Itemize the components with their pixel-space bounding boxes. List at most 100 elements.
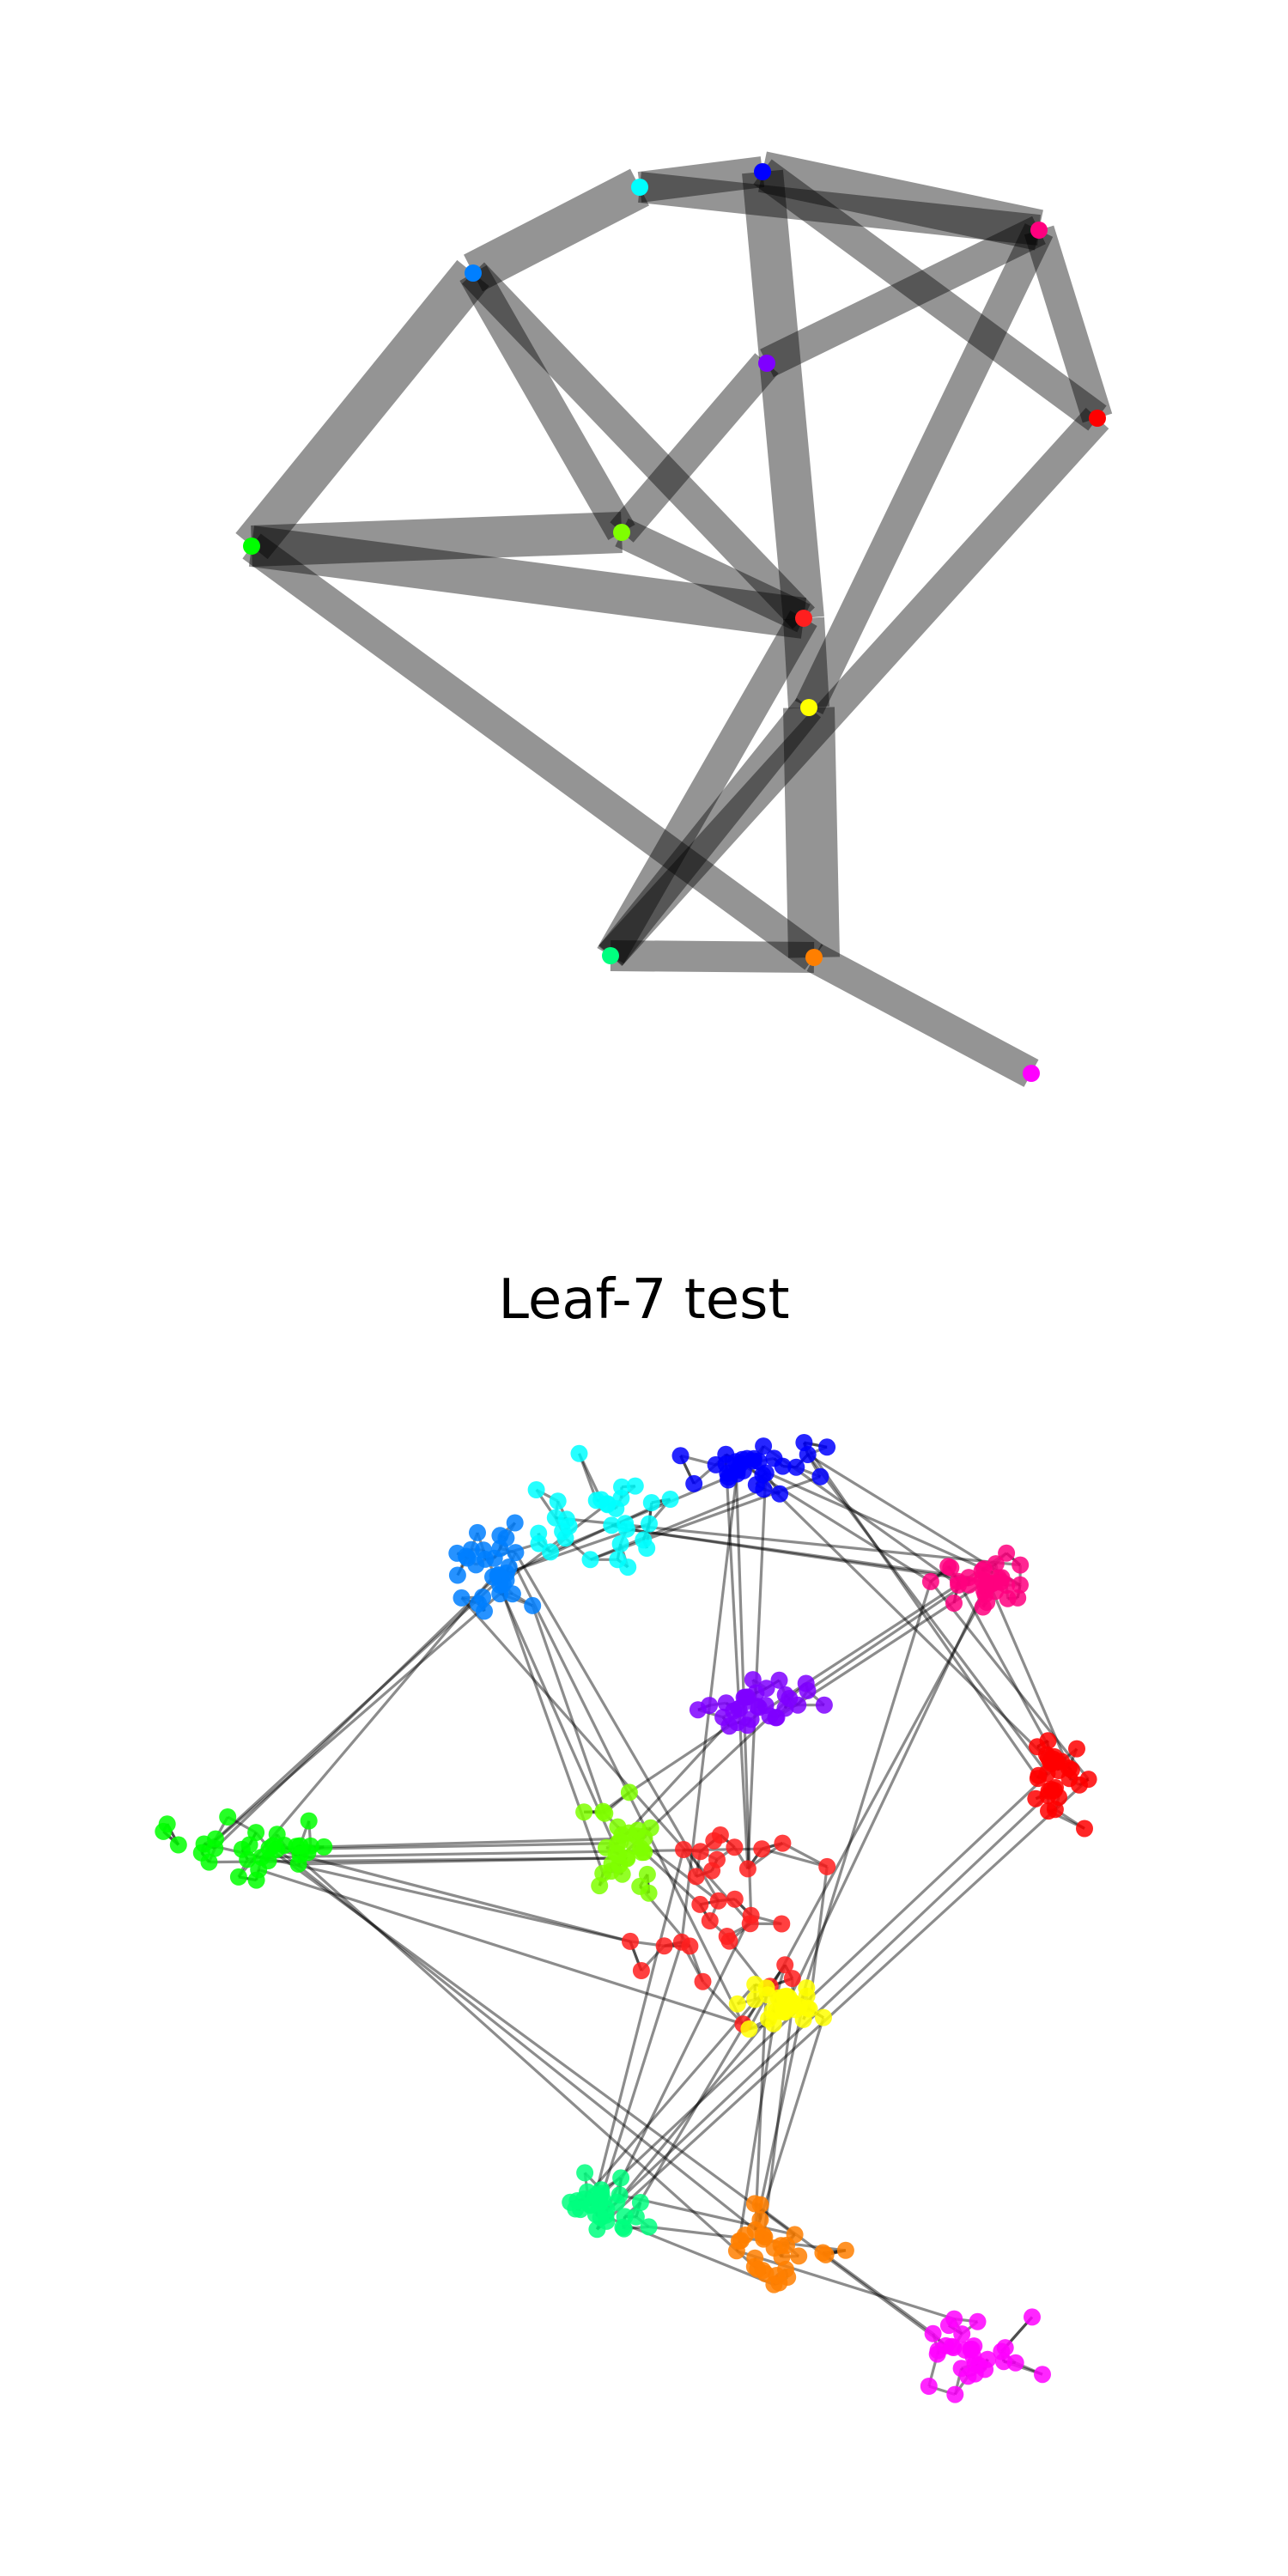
- leaf-node-pink: [939, 1558, 957, 1576]
- leaf-node-cyan: [626, 1477, 644, 1495]
- leaf-edge: [298, 1856, 627, 1866]
- leaf-node-magenta: [939, 2317, 957, 2335]
- leaf-node-magenta: [920, 2378, 938, 2395]
- leaf-node-magenta: [946, 2385, 964, 2403]
- leaf-edge: [798, 1581, 933, 2008]
- leaf-edge: [550, 1469, 744, 1553]
- leaf-edge: [616, 1995, 788, 2203]
- leaf-node-blue: [755, 1480, 773, 1498]
- leaf-edge: [209, 1856, 627, 1864]
- leaf-edge: [283, 1844, 759, 2270]
- leaf-node-magenta: [929, 2342, 947, 2360]
- cluster-node-purple: [758, 355, 775, 372]
- leaf-node-lime: [613, 1865, 631, 1883]
- leaf-node-spring: [631, 2194, 649, 2211]
- leaf-node-green: [200, 1853, 218, 1871]
- cluster-node-green: [243, 538, 260, 555]
- leaf-node-cyan: [642, 1494, 660, 1511]
- cluster-edge-green-red: [248, 526, 807, 639]
- leaf-node-red: [694, 1972, 712, 1990]
- leaf-node-purple: [730, 1700, 748, 1717]
- leaf-node-red: [672, 1933, 690, 1951]
- leaf-node-cyan: [587, 1492, 605, 1510]
- leaf-node-azure: [469, 1523, 486, 1541]
- leaf-node-pink: [987, 1555, 1005, 1573]
- leaf-edge: [738, 2023, 775, 2242]
- cluster-edge-blue-red: [742, 169, 824, 621]
- leaf-node-cyan: [546, 1509, 564, 1527]
- leaf-edge: [957, 1581, 1056, 1758]
- leaf-edge: [599, 1786, 1057, 2219]
- leaf-node-red: [773, 1915, 791, 1933]
- cluster-edge-lime-red: [615, 518, 811, 633]
- leaf-node-purple: [750, 1698, 768, 1716]
- cluster-node-blue: [754, 163, 771, 180]
- leaf-edge: [276, 1848, 631, 1943]
- leaf-node-red2: [1068, 1740, 1085, 1758]
- leaf-edge: [762, 2002, 794, 2239]
- leaf-node-cyan: [560, 1517, 578, 1535]
- leaf-node-lime: [591, 1877, 609, 1895]
- leaf-graph: [155, 1434, 1097, 2403]
- leaf-node-cyan: [581, 1551, 599, 1569]
- leaf-node-red2: [1030, 1766, 1048, 1784]
- leaf-node-magenta: [959, 2367, 977, 2385]
- leaf-node-red: [818, 1857, 836, 1875]
- leaf-edge: [747, 1583, 992, 2030]
- leaf-node-red: [691, 1895, 709, 1913]
- leaf-node-blue: [717, 1455, 735, 1473]
- leaf-edge: [725, 1464, 750, 1869]
- leaf-node-purple: [744, 1671, 762, 1689]
- leaf-node-cyan: [530, 1524, 548, 1542]
- leaf-edge: [643, 1850, 702, 1906]
- leaf-edge: [593, 1849, 685, 2196]
- leaf-node-blue: [756, 1464, 775, 1482]
- leaf-node-yellow: [775, 2002, 793, 2020]
- leaf-edge: [753, 2202, 947, 2348]
- leaf-node-magenta: [953, 2325, 971, 2343]
- leaf-node-pink: [949, 1572, 967, 1590]
- leaf-edge: [200, 1571, 507, 1854]
- cluster-graph-nodes: [243, 163, 1106, 1082]
- leaf-node-yellow: [815, 2008, 832, 2026]
- leaf-node-spring: [562, 2193, 580, 2211]
- leaf-node-cyan: [609, 1551, 627, 1569]
- leaf-node-blue: [755, 1437, 773, 1455]
- leaf-node-red: [675, 1841, 692, 1858]
- leaf-edge: [929, 1580, 1090, 1781]
- leaf-node-purple: [767, 1709, 785, 1727]
- leaf-node-cyan: [607, 1499, 625, 1517]
- leaf-node-azure: [477, 1550, 495, 1568]
- leaf-edge: [482, 1549, 620, 1856]
- leaf-edge: [736, 2249, 955, 2321]
- leaf-node-azure: [448, 1566, 466, 1584]
- leaf-node-green: [206, 1839, 224, 1857]
- leaf-edge: [822, 2251, 934, 2335]
- leaf-node-azure: [462, 1540, 480, 1558]
- cluster-graph-edges: [235, 151, 1113, 1087]
- cluster-node-magenta: [1023, 1065, 1040, 1082]
- leaf-edge: [498, 1584, 605, 1874]
- leaf-node-magenta: [1034, 2366, 1051, 2384]
- cluster-edge-azure-lime: [459, 265, 635, 540]
- leaf-node-azure: [453, 1589, 471, 1607]
- leaf-node-blue: [811, 1467, 829, 1485]
- leaf-node-pink: [1009, 1589, 1027, 1607]
- leaf-node-cyan: [661, 1491, 679, 1508]
- leaf-node-azure: [497, 1529, 515, 1547]
- cluster-edge-blue-red2: [753, 159, 1107, 431]
- leaf-node-orange: [814, 2244, 832, 2262]
- leaf-edge: [754, 1987, 808, 2231]
- cluster-edge-spring-orange: [610, 940, 815, 973]
- leaf-node-blue: [765, 1449, 783, 1467]
- cluster-node-orange: [805, 949, 823, 966]
- leaf-node-orange: [836, 2241, 854, 2259]
- cluster-node-spring: [602, 947, 619, 964]
- leaf-node-pink: [1012, 1576, 1029, 1594]
- leaf-node-magenta: [924, 2324, 942, 2342]
- leaf-node-cyan: [635, 1531, 653, 1549]
- leaf-node-blue: [685, 1474, 703, 1492]
- leaf-node-green: [291, 1845, 309, 1863]
- leaf-edge: [734, 1461, 753, 1916]
- leaf-node-magenta: [963, 2340, 981, 2358]
